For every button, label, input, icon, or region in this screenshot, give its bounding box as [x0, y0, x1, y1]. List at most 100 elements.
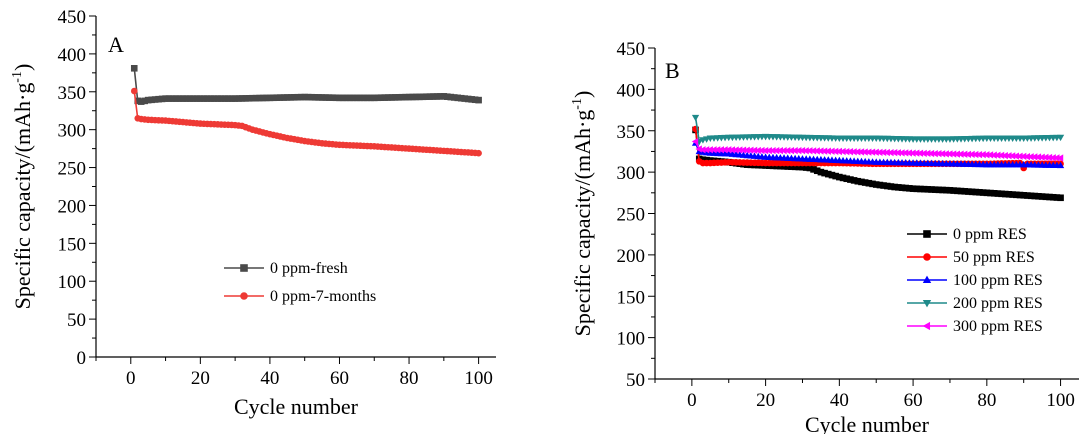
legend-item: 100 ppm RES	[907, 272, 1043, 289]
data-point	[130, 87, 138, 95]
y-tick-label: 300	[617, 163, 646, 184]
y-axis-label-sup: -1	[570, 98, 585, 110]
data-point	[1019, 152, 1027, 161]
chart-panel-A: 0 20 40 60 80 100 0 50 100 150 200 250 300 350 400 450 C…	[10, 7, 496, 419]
y-tick-label: 50	[626, 370, 645, 391]
y-tick-label: 400	[617, 80, 646, 101]
data-point	[916, 149, 924, 157]
data-point	[931, 149, 938, 158]
data-point	[1005, 152, 1012, 160]
y-tick-label: 100	[617, 329, 646, 350]
data-point	[968, 150, 975, 159]
data-point	[475, 149, 482, 157]
data-point	[846, 148, 854, 156]
data-point	[820, 147, 828, 155]
data-point	[842, 147, 850, 156]
data-point	[861, 148, 868, 156]
legend-label: 0 ppm-fresh	[270, 260, 348, 277]
data-point	[739, 146, 747, 154]
data-point	[475, 96, 482, 104]
legend-marker	[922, 299, 932, 308]
data-point	[994, 151, 1001, 159]
data-point	[1056, 134, 1065, 142]
y-tick-label: 350	[58, 83, 87, 104]
data-point	[1045, 153, 1053, 162]
data-point	[1012, 152, 1019, 160]
x-tick-label: 0	[687, 390, 697, 411]
series-0	[130, 64, 482, 105]
data-point	[1023, 152, 1031, 161]
x-tick-label: 20	[191, 368, 210, 389]
y-tick-label: 150	[58, 234, 87, 255]
plot-area	[130, 64, 482, 157]
legend-marker	[240, 292, 248, 300]
series-1	[130, 87, 482, 157]
data-point	[717, 146, 725, 154]
y-tick-label: 50	[67, 310, 86, 331]
legend-marker	[923, 230, 931, 238]
data-point	[817, 147, 824, 155]
data-point	[983, 151, 990, 159]
y-tick-label: 200	[617, 246, 646, 267]
data-point	[887, 148, 894, 157]
data-point	[909, 149, 916, 157]
data-point	[868, 148, 876, 156]
y-tick-label: 450	[617, 39, 646, 60]
x-tick-label: 60	[904, 390, 923, 411]
y-tick-label: 400	[58, 45, 87, 66]
data-point	[787, 146, 795, 155]
y-tick-label: 350	[617, 122, 646, 143]
legend-label: 200 ppm RES	[953, 295, 1043, 312]
data-point	[920, 149, 927, 157]
y-tick-label: 250	[617, 205, 646, 226]
data-point	[1008, 152, 1016, 160]
y-tick-label: 300	[58, 121, 87, 142]
data-point	[876, 148, 883, 156]
x-axis-label: Cycle number	[234, 394, 359, 419]
x-tick-label: 80	[400, 368, 419, 389]
data-point	[728, 146, 736, 154]
legend-label: 100 ppm RES	[953, 272, 1043, 289]
data-point	[736, 146, 743, 154]
y-tick-label: 0	[77, 348, 87, 369]
data-point	[758, 146, 765, 155]
y-axis-label-end: )	[570, 91, 595, 98]
data-point	[780, 146, 787, 155]
data-point	[839, 147, 846, 156]
series-2	[691, 139, 1065, 169]
data-point	[990, 151, 997, 159]
data-point	[835, 147, 842, 156]
data-point	[1056, 154, 1064, 162]
data-point	[949, 150, 957, 158]
data-point	[706, 146, 713, 154]
data-point	[894, 149, 901, 157]
series-3	[691, 114, 1065, 146]
data-point	[783, 146, 791, 155]
data-point	[942, 150, 949, 158]
data-point	[828, 147, 835, 155]
data-point	[927, 149, 935, 158]
plot-area	[691, 114, 1065, 202]
legend-label: 300 ppm RES	[953, 318, 1043, 335]
data-point	[772, 146, 780, 155]
data-point	[1001, 151, 1008, 160]
x-tick-label: 100	[464, 368, 493, 389]
data-point	[776, 146, 783, 155]
data-point	[953, 150, 960, 158]
series-4	[691, 137, 1064, 162]
data-point	[997, 151, 1005, 160]
data-point	[964, 150, 972, 158]
data-point	[975, 150, 983, 159]
legend-item: 300 ppm RES	[907, 318, 1043, 335]
y-axis-label: Specific capacity/(mAh·g-1)	[10, 64, 35, 310]
data-point	[1057, 194, 1064, 202]
legend-marker	[240, 264, 248, 272]
legend-label: 50 ppm RES	[953, 249, 1035, 266]
data-point	[883, 148, 890, 157]
data-point	[691, 137, 699, 146]
data-point	[813, 147, 820, 155]
data-point	[938, 150, 946, 158]
data-point	[1056, 161, 1065, 169]
x-tick-label: 80	[977, 390, 996, 411]
